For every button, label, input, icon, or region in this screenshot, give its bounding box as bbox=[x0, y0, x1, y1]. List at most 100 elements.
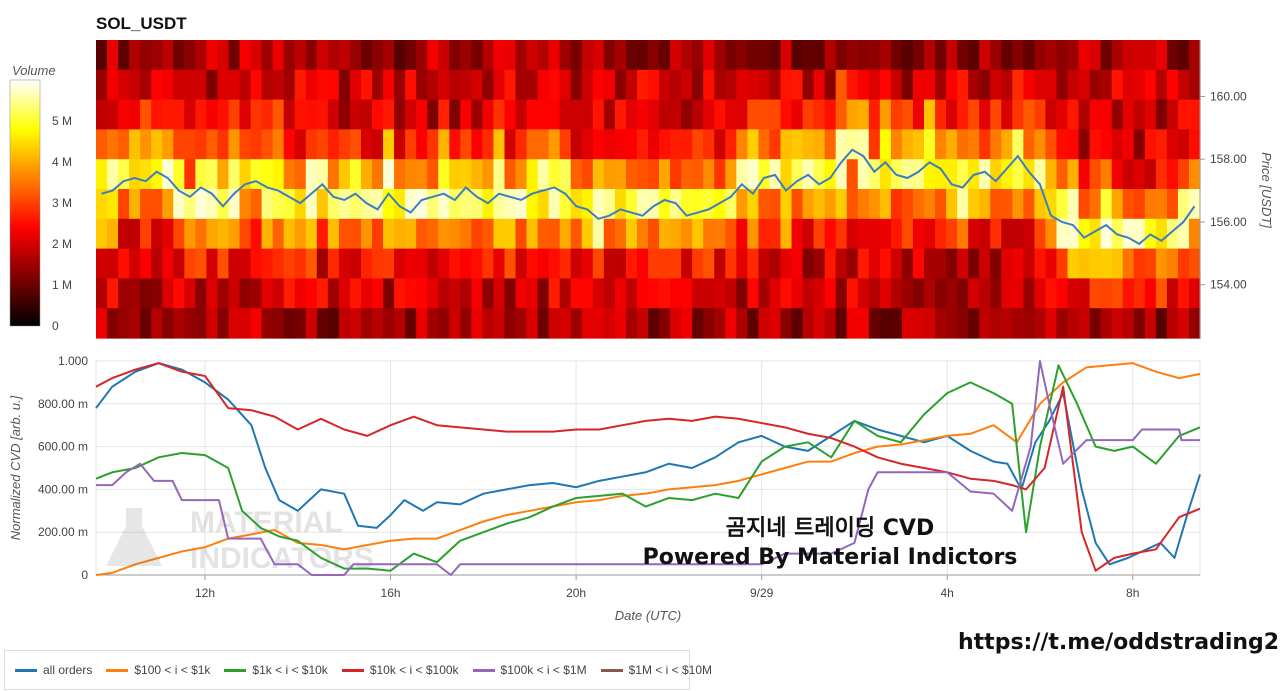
heat-cell bbox=[824, 40, 837, 71]
heat-cell bbox=[349, 218, 362, 250]
heat-cell bbox=[107, 69, 119, 101]
heat-cell bbox=[636, 308, 649, 339]
legend-item[interactable]: all orders bbox=[15, 663, 92, 677]
heat-cell bbox=[394, 218, 406, 250]
heat-cell bbox=[526, 129, 539, 160]
heat-cell bbox=[670, 159, 682, 190]
heat-cell bbox=[427, 129, 439, 160]
heat-cell bbox=[769, 129, 782, 160]
heat-cell bbox=[924, 40, 936, 71]
heat-cell bbox=[427, 69, 439, 101]
heat-cell bbox=[659, 99, 671, 130]
heat-cell bbox=[438, 189, 450, 220]
colorbar-tick: 5 M bbox=[52, 114, 72, 128]
heat-cell bbox=[802, 248, 815, 279]
heat-cell bbox=[868, 99, 881, 130]
legend-item[interactable]: $100 < i < $1k bbox=[106, 663, 210, 677]
heat-cell bbox=[1100, 248, 1113, 279]
legend-item[interactable]: $100k < i < $1M bbox=[472, 663, 587, 677]
heat-cell bbox=[107, 129, 119, 160]
heat-cell bbox=[1089, 278, 1102, 309]
heat-cell bbox=[118, 278, 130, 309]
heat-cell bbox=[140, 308, 152, 339]
heat-cell bbox=[327, 218, 340, 250]
heat-cell bbox=[195, 189, 207, 220]
heat-cell bbox=[1067, 99, 1080, 130]
heat-cell bbox=[1012, 308, 1024, 339]
heat-cell bbox=[559, 218, 572, 250]
heat-cell bbox=[294, 129, 307, 160]
heat-cell bbox=[747, 248, 759, 279]
heat-cell bbox=[1155, 69, 1168, 101]
heat-cell bbox=[990, 248, 1002, 279]
heat-cell bbox=[239, 99, 252, 130]
heat-cell bbox=[791, 278, 804, 309]
heat-cell bbox=[603, 129, 616, 160]
heat-cell bbox=[791, 99, 804, 130]
legend-item[interactable]: $1k < i < $10k bbox=[224, 663, 328, 677]
heat-cell bbox=[217, 159, 230, 190]
heat-cell bbox=[1023, 308, 1035, 339]
heat-cell bbox=[1100, 308, 1113, 339]
heat-cell bbox=[195, 99, 207, 130]
heat-cell bbox=[1056, 218, 1069, 250]
heat-cell bbox=[736, 248, 748, 279]
y-tick-label: 200.00 m bbox=[38, 525, 88, 539]
heat-cell bbox=[493, 308, 506, 339]
heat-cell bbox=[791, 129, 804, 160]
heat-cell bbox=[537, 308, 550, 339]
heat-cell bbox=[592, 69, 605, 101]
heat-cell bbox=[1034, 69, 1047, 101]
chart-title: SOL_USDT bbox=[96, 14, 187, 33]
heat-cell bbox=[714, 189, 726, 220]
heat-cell bbox=[625, 159, 638, 190]
heat-cell bbox=[935, 189, 947, 220]
heat-cell bbox=[1133, 99, 1146, 130]
heat-cell bbox=[338, 129, 351, 160]
heat-cell bbox=[946, 99, 958, 130]
heat-cell bbox=[769, 278, 782, 309]
heat-cell bbox=[206, 40, 219, 71]
heat-cell bbox=[747, 159, 759, 190]
heat-cell bbox=[184, 218, 196, 250]
heat-cell bbox=[493, 189, 506, 220]
telegram-link[interactable]: https://t.me/oddstrading2 bbox=[958, 630, 1280, 655]
heat-cell bbox=[1100, 40, 1113, 71]
heat-cell bbox=[151, 69, 163, 101]
heat-cell bbox=[1034, 308, 1047, 339]
heatmap-chart[interactable]: Volume 0 1 M 2 M 3 M 4 M 5 M 154.00 156.00 158.00… bbox=[0, 0, 1280, 345]
heat-cell bbox=[1067, 129, 1080, 160]
heat-cell bbox=[493, 99, 506, 130]
heat-cell bbox=[648, 40, 660, 71]
heat-cell bbox=[736, 189, 748, 220]
heat-cell bbox=[206, 218, 219, 250]
heat-cell bbox=[394, 159, 406, 190]
heat-cell bbox=[570, 218, 583, 250]
legend-item[interactable]: $1M < i < $10M bbox=[600, 663, 712, 677]
heat-cell bbox=[968, 129, 980, 160]
heat-cell bbox=[1001, 159, 1013, 190]
heat-cell bbox=[901, 69, 914, 101]
heat-cell bbox=[846, 69, 859, 101]
flask-icon bbox=[106, 508, 162, 566]
heat-cell bbox=[261, 218, 274, 250]
heat-cell bbox=[283, 159, 296, 190]
heat-cell bbox=[625, 218, 638, 250]
price-tick-label: 160.00 bbox=[1210, 89, 1247, 103]
heat-cell bbox=[449, 248, 461, 279]
heat-cell bbox=[957, 308, 969, 339]
heat-cell bbox=[427, 189, 439, 220]
heat-cell bbox=[394, 99, 406, 130]
heat-cell bbox=[471, 278, 483, 309]
heat-cell bbox=[835, 308, 848, 339]
heat-cell bbox=[360, 248, 373, 279]
heat-cell bbox=[129, 248, 141, 279]
heat-cell bbox=[824, 278, 837, 309]
heat-cell bbox=[924, 218, 936, 250]
heat-cell bbox=[515, 308, 528, 339]
heat-cell bbox=[625, 248, 638, 279]
legend-item[interactable]: $10k < i < $100k bbox=[341, 663, 459, 677]
heat-cell bbox=[206, 99, 219, 130]
heat-cell bbox=[681, 129, 693, 160]
